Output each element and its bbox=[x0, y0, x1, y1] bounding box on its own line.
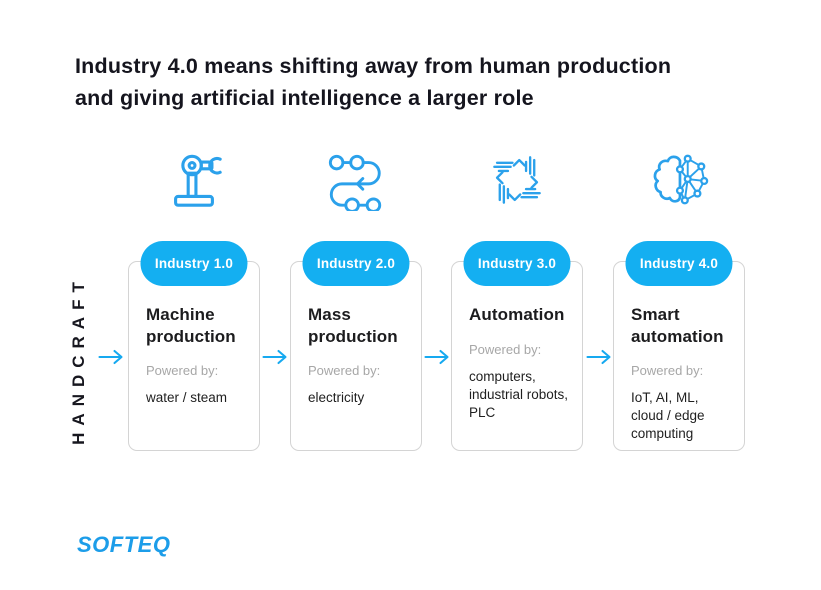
process-flow-icon bbox=[290, 143, 422, 217]
stage-title: Machine production bbox=[146, 305, 236, 346]
stage-card: Industry 1.0 Machine production Powered … bbox=[128, 241, 260, 451]
ai-brain-icon bbox=[613, 143, 745, 217]
flow-arrow-icon bbox=[424, 349, 449, 365]
flow-arrow-icon bbox=[586, 349, 611, 365]
automation-cycle-icon bbox=[451, 143, 583, 217]
flow-arrow-icon bbox=[262, 349, 287, 365]
robot-arm-icon bbox=[128, 143, 260, 217]
stage-title: Smart automation bbox=[631, 305, 724, 346]
page-title: Industry 4.0 means shifting away from hu… bbox=[75, 50, 775, 114]
side-label: HANDCRAFT bbox=[69, 275, 88, 445]
page-title-line-1: Industry 4.0 means shifting away from hu… bbox=[75, 54, 672, 78]
powered-by-label: Powered by: bbox=[308, 363, 381, 378]
stage-card: Industry 2.0 Mass production Powered by:… bbox=[290, 241, 422, 451]
stage-badge: Industry 4.0 bbox=[625, 241, 733, 286]
stage-badge: Industry 3.0 bbox=[463, 241, 571, 286]
powered-by-label: Powered by: bbox=[469, 341, 542, 357]
stage-column-industry-1: Industry 1.0 Machine production Powered … bbox=[128, 143, 260, 451]
powered-by-value: IoT, AI, ML, cloud / edge computing bbox=[631, 390, 705, 441]
side-label-box: HANDCRAFT bbox=[64, 210, 94, 510]
stage-card: Industry 4.0 Smart automation Powered by… bbox=[613, 241, 745, 451]
flow-arrow-icon bbox=[98, 349, 123, 365]
stage-title: Mass production bbox=[308, 305, 398, 346]
stage-badge: Industry 2.0 bbox=[302, 241, 410, 286]
powered-by-value: electricity bbox=[308, 390, 365, 405]
stage-column-industry-2: Industry 2.0 Mass production Powered by:… bbox=[290, 143, 422, 451]
powered-by-value: computers, industrial robots, PLC bbox=[469, 368, 569, 420]
powered-by-value: water / steam bbox=[146, 390, 228, 405]
stage-column-industry-3: Industry 3.0 Automation Powered by: comp… bbox=[451, 143, 583, 451]
stage-title: Automation bbox=[469, 305, 565, 324]
stage-column-industry-4: Industry 4.0 Smart automation Powered by… bbox=[613, 143, 745, 451]
stage-card: Industry 3.0 Automation Powered by: comp… bbox=[451, 241, 583, 451]
company-logo: SOFTEQ bbox=[77, 532, 171, 557]
stage-badge: Industry 1.0 bbox=[140, 241, 248, 286]
page-title-line-2: and giving artificial intelligence a lar… bbox=[75, 86, 534, 110]
powered-by-label: Powered by: bbox=[146, 363, 219, 378]
powered-by-label: Powered by: bbox=[631, 363, 704, 378]
